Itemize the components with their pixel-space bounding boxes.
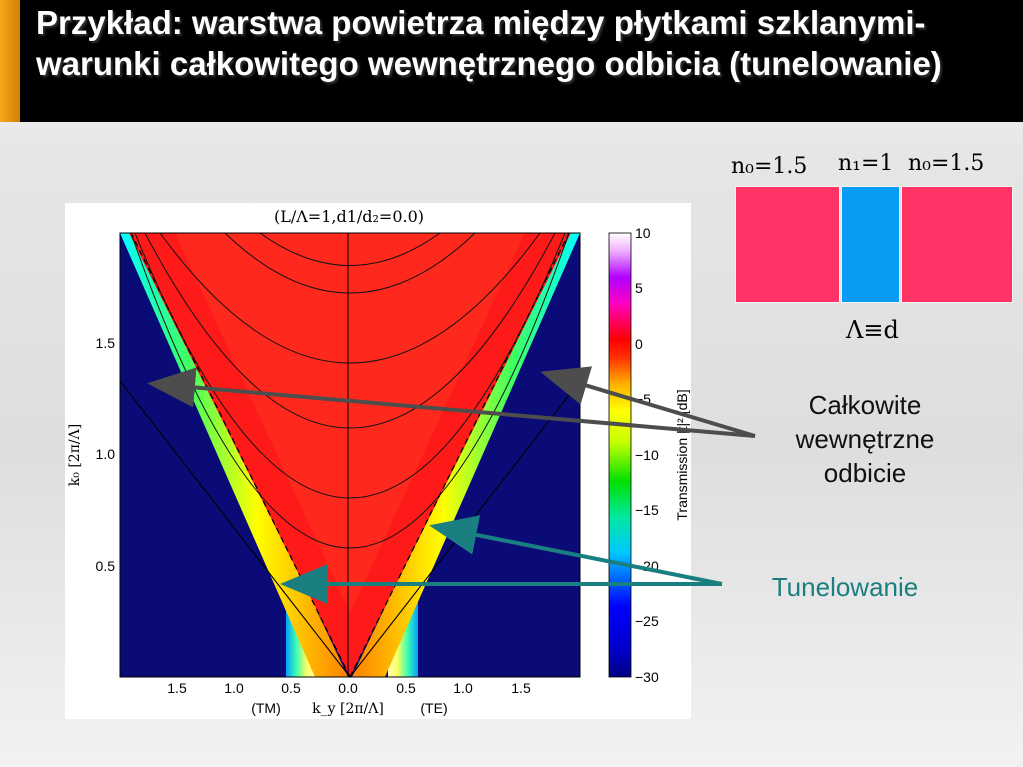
x-tick-label: 1.5 xyxy=(511,680,531,696)
band-curve-5 xyxy=(224,233,476,294)
tir-callout-label: Całkowite wewnętrzne odbicie xyxy=(795,390,935,488)
colorbar-tick-label: −5 xyxy=(635,391,651,407)
te-tag: (TE) xyxy=(420,700,447,716)
colorbar xyxy=(608,232,632,678)
band-curve-1 xyxy=(159,233,541,364)
colorbar-tick-label: −15 xyxy=(635,502,659,518)
plot-frame xyxy=(119,232,581,678)
title-bar: Przykład: warstwa powietrza między płytk… xyxy=(0,0,1023,122)
y-tick-label: 0.5 xyxy=(96,558,116,574)
band-curve-6 xyxy=(259,233,441,266)
n0-left-label: n₀=1.5 xyxy=(731,154,808,179)
y-axis-ticks: 0.5 1.0 1.5 xyxy=(96,335,116,574)
air-layer xyxy=(841,186,900,303)
colorbar-tick-label: 10 xyxy=(635,225,651,241)
n0-right-label: n₀=1.5 xyxy=(908,151,985,176)
transmission-heatmap: (L/Λ=1,d1/d₂=0.0) xyxy=(67,207,690,717)
plot-heading: (L/Λ=1,d1/d₂=0.0) xyxy=(274,207,424,226)
x-tick-label: 1.0 xyxy=(453,680,473,696)
colorbar-ticks: 10 5 0 −5 −10 −15 −20 −25 −30 xyxy=(635,225,659,685)
x-tick-label: 0.5 xyxy=(396,680,416,696)
x-axis-ticks: 1.5 1.0 0.5 0.0 0.5 1.0 1.5 xyxy=(167,680,531,696)
y-tick-label: 1.5 xyxy=(96,335,116,351)
x-tick-label: 1.0 xyxy=(224,680,244,696)
n1-label: n₁=1 xyxy=(838,151,894,176)
colorbar-tick-label: −25 xyxy=(635,613,659,629)
te-edge-band xyxy=(352,233,580,677)
glass-layer-right xyxy=(901,186,1013,303)
colorbar-label: Transmission |t|² [dB] xyxy=(674,389,690,520)
x-tick-label: 1.5 xyxy=(167,680,187,696)
title-accent-stripe xyxy=(0,0,20,122)
band-curve-3 xyxy=(134,233,566,499)
y-axis-label: k₀ [2π/Λ] xyxy=(67,424,83,486)
y-tick-label: 1.0 xyxy=(96,446,116,462)
tm-tag: (TM) xyxy=(251,700,281,716)
light-line-n1-right xyxy=(349,233,570,677)
slide-title: Przykład: warstwa powietrza między płytk… xyxy=(36,4,942,82)
transmission-cone xyxy=(129,233,571,677)
colorbar-tick-label: −30 xyxy=(635,669,659,685)
colorbar-tick-label: 5 xyxy=(635,280,643,296)
colorbar-tick-label: −10 xyxy=(635,447,659,463)
x-axis-label: k_y [2π/Λ] xyxy=(312,701,384,717)
x-tick-label: 0.0 xyxy=(338,680,358,696)
period-label: Λ≡d xyxy=(846,316,899,344)
colorbar-tick-label: −20 xyxy=(635,558,659,574)
colorbar-tick-label: 0 xyxy=(635,336,643,352)
x-tick-label: 0.5 xyxy=(281,680,301,696)
tunneling-callout-label: Tunelowanie xyxy=(771,572,919,602)
transmission-plot: (L/Λ=1,d1/d₂=0.0) xyxy=(65,203,691,719)
glass-layer-left xyxy=(735,186,840,303)
